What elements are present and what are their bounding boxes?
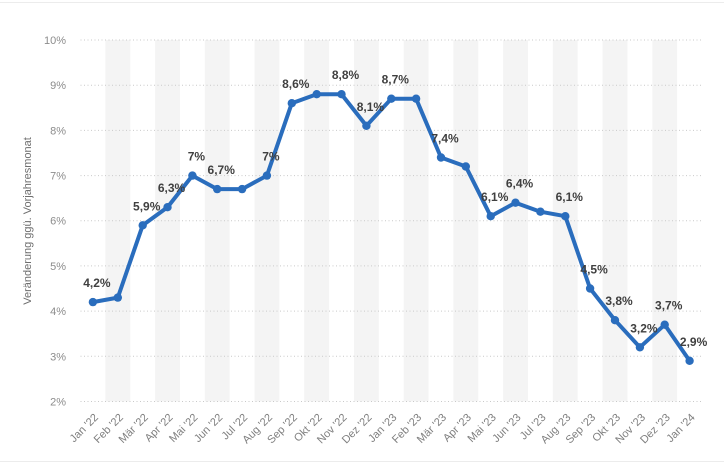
column-band — [503, 40, 528, 402]
data-point-marker[interactable] — [387, 94, 396, 103]
data-series — [88, 90, 694, 365]
data-point-label: 7% — [262, 150, 280, 164]
data-point-marker[interactable] — [163, 203, 172, 212]
data-point-marker[interactable] — [536, 207, 545, 216]
data-point-marker[interactable] — [337, 90, 346, 99]
data-point-marker[interactable] — [411, 94, 421, 103]
x-tick-label: Jan '24 — [664, 412, 697, 445]
column-band — [403, 40, 429, 402]
data-point-label: 6,4% — [506, 177, 534, 191]
data-point-label: 6,3% — [158, 181, 186, 195]
data-point-marker[interactable] — [262, 171, 272, 180]
data-point-label: 6,7% — [208, 163, 236, 177]
data-point-label: 6,1% — [481, 190, 509, 204]
series-line — [90, 92, 692, 363]
data-point-label: 4,2% — [83, 276, 111, 290]
data-point-marker[interactable] — [237, 184, 247, 194]
data-point-marker[interactable] — [213, 184, 222, 194]
data-point-marker[interactable] — [188, 171, 197, 180]
data-point-marker[interactable] — [610, 316, 620, 325]
y-tick-label: 4% — [50, 306, 66, 318]
data-point-marker[interactable] — [436, 153, 446, 162]
y-tick-label: 8% — [50, 125, 66, 137]
data-point-marker[interactable] — [138, 221, 147, 230]
data-point-marker[interactable] — [635, 343, 645, 352]
data-point-labels: 4,2%5,9%6,3%7%6,7%7%8,6%8,8%8,1%8,7%7,4%… — [83, 68, 707, 349]
y-axis-title: Veränderung ggü. Vorjahresmonat — [22, 137, 34, 305]
y-tick-label: 5% — [50, 261, 66, 273]
data-point-label: 8,6% — [282, 77, 310, 91]
y-tick-label: 7% — [50, 171, 66, 183]
data-point-marker[interactable] — [88, 297, 98, 307]
data-point-label: 8,1% — [357, 100, 385, 114]
y-tick-label: 3% — [50, 351, 66, 363]
data-point-marker[interactable] — [660, 320, 669, 329]
column-bands — [105, 40, 678, 402]
top-divider — [0, 2, 724, 3]
data-point-label: 3,8% — [605, 294, 633, 308]
y-tick-label: 2% — [50, 397, 66, 409]
data-point-label: 8,7% — [382, 73, 410, 87]
bottom-divider — [0, 461, 724, 462]
data-point-label: 6,1% — [556, 190, 584, 204]
data-point-marker[interactable] — [287, 99, 296, 108]
data-point-marker[interactable] — [585, 284, 595, 293]
data-point-label: 3,2% — [630, 321, 658, 335]
y-tick-label: 10% — [44, 35, 66, 47]
y-tick-label: 9% — [50, 80, 66, 92]
data-point-label: 5,9% — [133, 199, 161, 213]
data-point-label: 4,5% — [580, 263, 608, 277]
data-point-marker[interactable] — [486, 212, 495, 221]
y-axis-ticks: 2% 3% 4% 5% 6% 7% 8% 9% 10% — [44, 35, 66, 409]
data-point-label: 8,8% — [332, 68, 360, 82]
data-point-label: 3,7% — [655, 299, 683, 313]
data-point-label: 7,4% — [431, 132, 459, 146]
data-point-marker[interactable] — [685, 356, 694, 365]
y-tick-label: 6% — [50, 216, 66, 228]
column-band — [652, 40, 678, 402]
data-point-marker[interactable] — [461, 162, 470, 171]
data-point-marker[interactable] — [312, 90, 321, 99]
data-point-label: 2,9% — [680, 335, 708, 349]
data-point-marker[interactable] — [561, 212, 570, 221]
column-band — [155, 40, 180, 402]
data-point-marker[interactable] — [362, 121, 371, 130]
data-point-label: 7% — [188, 150, 206, 164]
data-point-marker[interactable] — [511, 198, 520, 207]
data-point-marker[interactable] — [113, 293, 123, 302]
